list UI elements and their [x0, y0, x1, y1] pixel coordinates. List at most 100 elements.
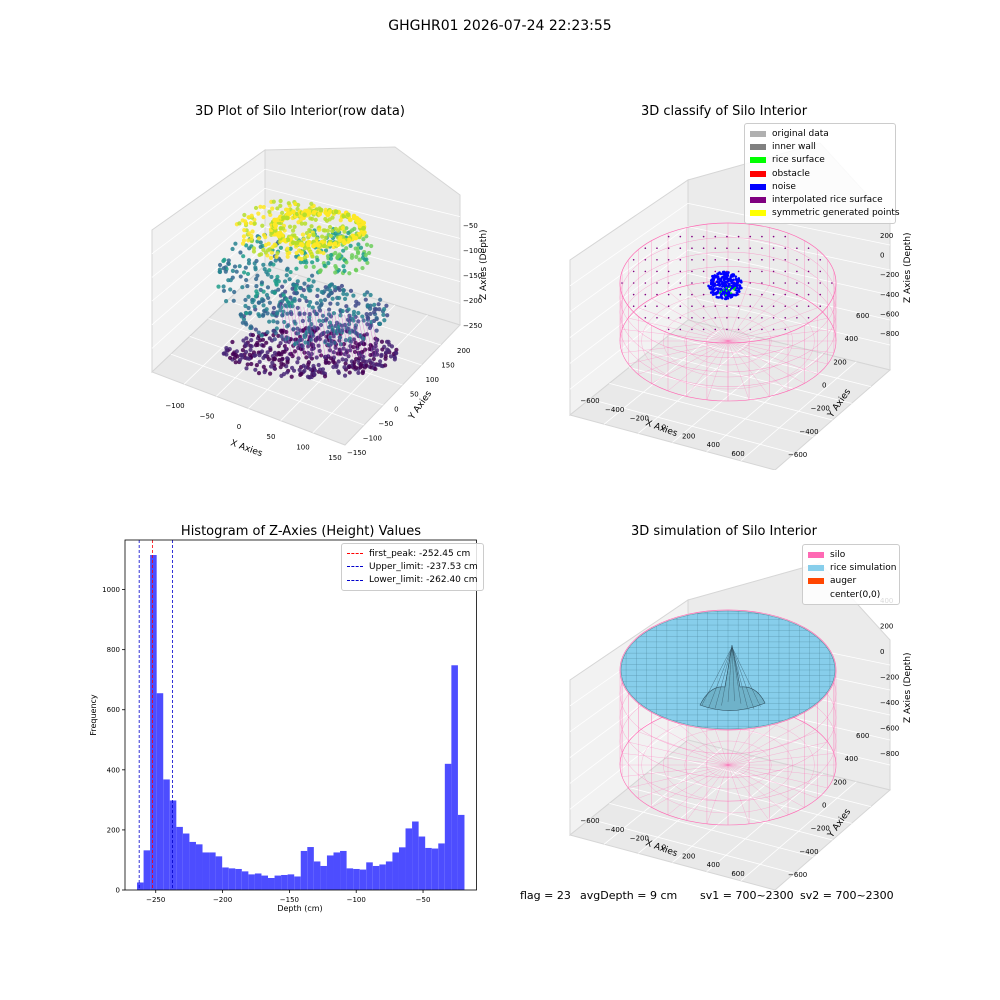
histogram-bar	[333, 852, 341, 890]
y-tick-label: 1000	[102, 586, 120, 594]
raw-scatter-3d-plot[interactable]: −100−50050100150−150−100−50050100150200−…	[130, 125, 500, 470]
interpolated-point	[714, 247, 717, 249]
scatter-point	[257, 353, 262, 358]
interpolated-point	[679, 235, 682, 238]
scatter-point	[259, 280, 265, 285]
histogram-bar	[235, 868, 242, 890]
z-tick-label: −50	[463, 222, 478, 230]
grid-line	[151, 188, 266, 278]
interpolated-point	[761, 328, 763, 331]
interpolated-point	[737, 305, 740, 307]
scatter-point	[380, 347, 385, 352]
histogram-legend: first_peak: -252.45 cm Upper_limit: -237.…	[341, 543, 484, 591]
flag-text: flag = 23	[520, 889, 571, 902]
histogram-bar	[241, 871, 249, 890]
scatter-point	[333, 250, 338, 256]
z-tick-label: −600	[880, 310, 899, 318]
scatter-point	[321, 370, 326, 376]
silo-bottom-spoke	[727, 764, 750, 824]
scatter-point	[252, 304, 257, 309]
grid-line	[151, 226, 266, 325]
scatter-point	[249, 236, 254, 241]
y-tick-label: 200	[833, 778, 846, 786]
rice-surface-point	[734, 286, 737, 289]
scatter-point	[309, 284, 314, 289]
scatter-point	[290, 240, 296, 246]
scatter-point	[224, 298, 229, 304]
histogram-bar	[444, 763, 452, 890]
scatter-point	[356, 319, 361, 324]
scatter-point	[243, 297, 248, 303]
silo-top-ring	[619, 609, 837, 731]
histogram-bar	[215, 856, 223, 890]
scatter-point	[296, 356, 301, 361]
scatter-point	[305, 374, 311, 379]
scatter-point	[328, 356, 334, 361]
noise-point	[735, 293, 739, 296]
scatter-point	[303, 365, 308, 370]
silo-bottom-spoke	[706, 764, 729, 824]
scatter-point	[256, 312, 261, 317]
y-tick-label: 200	[457, 347, 470, 355]
scatter-point	[265, 350, 270, 355]
scatter-point	[281, 215, 286, 221]
scatter-point	[275, 311, 280, 316]
z-tick-label: 200	[880, 232, 893, 240]
interpolated-point	[656, 247, 658, 249]
scatter-grid-line	[317, 309, 326, 358]
interpolated-point	[679, 270, 682, 273]
surface-cone-line	[731, 646, 735, 702]
scatter-point	[309, 337, 314, 342]
silo-bottom-spoke	[651, 340, 729, 384]
scatter-point	[365, 260, 370, 266]
interpolated-point	[667, 270, 670, 273]
interpolated-point	[691, 317, 693, 319]
scatter-point	[245, 271, 251, 277]
silo-bottom-spoke	[727, 340, 750, 400]
silo-bottom-spoke	[638, 340, 729, 375]
interpolated-point	[691, 282, 693, 284]
scatter-point	[386, 339, 391, 344]
interpolated-point	[784, 317, 787, 319]
scatter-point	[244, 243, 249, 248]
simulation-3d-plot[interactable]: −600 −400 −200 0 200 400 600 −600 −400 −200 0 200 40…	[560, 545, 920, 890]
noise-point	[724, 271, 728, 274]
interpolated-point	[679, 305, 682, 307]
silo-bottom-spoke	[727, 340, 805, 384]
scatter-point	[342, 240, 347, 246]
scatter-point	[249, 338, 254, 343]
scatter-grid-line	[303, 307, 312, 358]
scatter-point	[271, 262, 276, 267]
x-tick-label: 200	[682, 432, 695, 440]
reference-lines	[138, 540, 173, 890]
interpolated-point	[784, 305, 787, 307]
scatter-point	[328, 291, 334, 296]
scatter-point	[285, 254, 290, 259]
scatter-point	[361, 336, 366, 341]
interpolated-point	[796, 270, 798, 273]
grid-line	[569, 203, 689, 287]
scatter-grid-line	[324, 310, 333, 358]
scatter-point	[378, 359, 383, 364]
noise-point	[711, 274, 714, 278]
interpolated-point	[737, 317, 740, 319]
scatter-point	[330, 228, 335, 234]
depth-histogram[interactable]: −250 −200 −150 −100 −50 0 200 400 600 800 1000 De…	[80, 535, 490, 920]
scatter-point	[243, 349, 249, 355]
scatter-point	[331, 350, 336, 355]
scatter-grid-line	[320, 310, 329, 358]
scatter-point	[343, 338, 348, 343]
interpolated-point	[807, 247, 810, 249]
scatter-point	[333, 270, 338, 275]
scatter-point	[358, 245, 364, 250]
scatter-point	[273, 258, 278, 263]
scatter-point	[327, 241, 333, 247]
histogram-bar	[176, 826, 183, 890]
interpolated-point	[761, 247, 763, 249]
noise-point	[726, 292, 729, 296]
scatter-point	[344, 226, 349, 231]
interpolated-point	[784, 247, 787, 249]
scatter-point	[347, 370, 352, 375]
scatter-point	[288, 295, 293, 300]
interpolated-point	[737, 270, 740, 273]
